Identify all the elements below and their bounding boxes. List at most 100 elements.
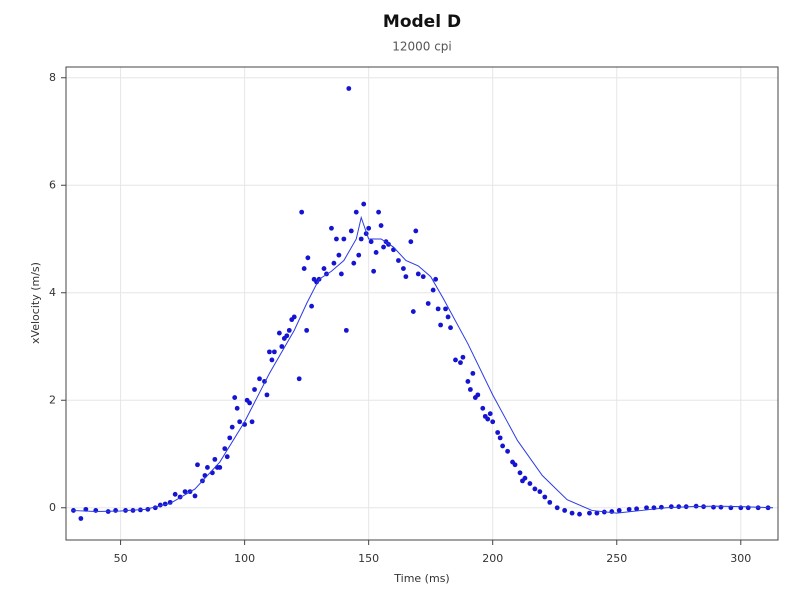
data-point (284, 333, 290, 339)
data-point (247, 400, 252, 406)
data-point (676, 504, 682, 510)
data-point (745, 505, 751, 511)
data-point (338, 271, 344, 277)
data-point (410, 309, 416, 314)
data-point (517, 470, 523, 476)
data-point (711, 504, 716, 510)
data-point (403, 274, 409, 280)
data-point (562, 508, 568, 513)
plot-frame (65, 66, 779, 541)
data-point (594, 510, 600, 516)
data-point (718, 504, 724, 510)
data-point (305, 255, 311, 261)
data-point (78, 516, 84, 521)
data-point (264, 392, 270, 398)
data-point (527, 481, 533, 486)
data-point (668, 504, 674, 510)
data-point (381, 244, 386, 250)
data-point (634, 506, 639, 512)
data-point (202, 473, 208, 478)
data-point (232, 395, 238, 400)
data-point (448, 325, 453, 331)
data-point (209, 470, 215, 476)
y-tick-label: 6 (49, 178, 56, 191)
data-point (537, 489, 543, 495)
data-point (271, 349, 277, 355)
data-point (420, 274, 426, 280)
data-point (500, 443, 506, 449)
data-point (547, 499, 553, 505)
data-point (172, 491, 178, 497)
data-point (376, 209, 381, 215)
data-point (480, 405, 486, 411)
data-point (465, 379, 471, 384)
x-tick-label: 200 (482, 552, 503, 565)
data-point (435, 306, 441, 312)
data-point (321, 266, 327, 271)
data-point (234, 405, 240, 411)
data-point (587, 510, 592, 516)
data-point (532, 486, 538, 492)
data-point (415, 271, 421, 277)
data-point (195, 462, 200, 468)
data-point (205, 465, 210, 470)
data-point (512, 462, 518, 468)
chart-subtitle: 12000 cpi (392, 40, 452, 54)
data-point (433, 276, 439, 282)
data-point (616, 508, 622, 513)
data-point (445, 314, 451, 320)
data-point (93, 508, 99, 513)
data-point (554, 505, 560, 511)
data-point (438, 322, 444, 328)
data-point (378, 223, 384, 228)
data-point (296, 376, 302, 382)
data-point (425, 301, 431, 306)
x-tick-label: 250 (606, 552, 627, 565)
data-point (222, 446, 228, 452)
data-point (391, 247, 396, 253)
data-point (356, 252, 362, 258)
y-tick-label: 4 (49, 286, 56, 299)
data-point (212, 456, 218, 462)
data-point (644, 505, 649, 511)
data-point (470, 370, 476, 376)
data-point (495, 430, 501, 435)
data-point (373, 250, 379, 255)
data-point (453, 357, 458, 363)
data-point (249, 419, 255, 425)
data-point (182, 489, 188, 495)
data-point (490, 419, 496, 425)
data-point (301, 266, 307, 271)
data-point (505, 448, 510, 454)
y-tick-label: 0 (49, 501, 56, 514)
data-point (408, 239, 414, 245)
x-tick-label: 300 (730, 552, 751, 565)
x-tick-label: 150 (358, 552, 379, 565)
data-point (331, 260, 337, 266)
data-point (291, 314, 297, 320)
x-axis-label: Time (ms) (393, 572, 449, 585)
data-point (229, 424, 235, 430)
data-point (443, 306, 448, 312)
data-point (396, 258, 401, 263)
data-point (361, 201, 367, 207)
data-point (353, 209, 359, 215)
data-point (299, 209, 305, 215)
data-point (343, 327, 349, 333)
y-axis-label: xVelocity (m/s) (29, 262, 42, 344)
data-point (346, 86, 352, 91)
data-point (366, 225, 372, 231)
data-point (458, 360, 463, 366)
data-point (467, 387, 473, 392)
data-point (257, 376, 262, 382)
data-point (237, 419, 243, 425)
data-point (522, 475, 528, 481)
data-line (70, 215, 774, 514)
data-point (276, 330, 282, 336)
data-point (626, 506, 632, 512)
data-point (279, 344, 285, 349)
data-point (309, 303, 315, 309)
data-point (267, 349, 272, 355)
data-point (224, 454, 230, 460)
